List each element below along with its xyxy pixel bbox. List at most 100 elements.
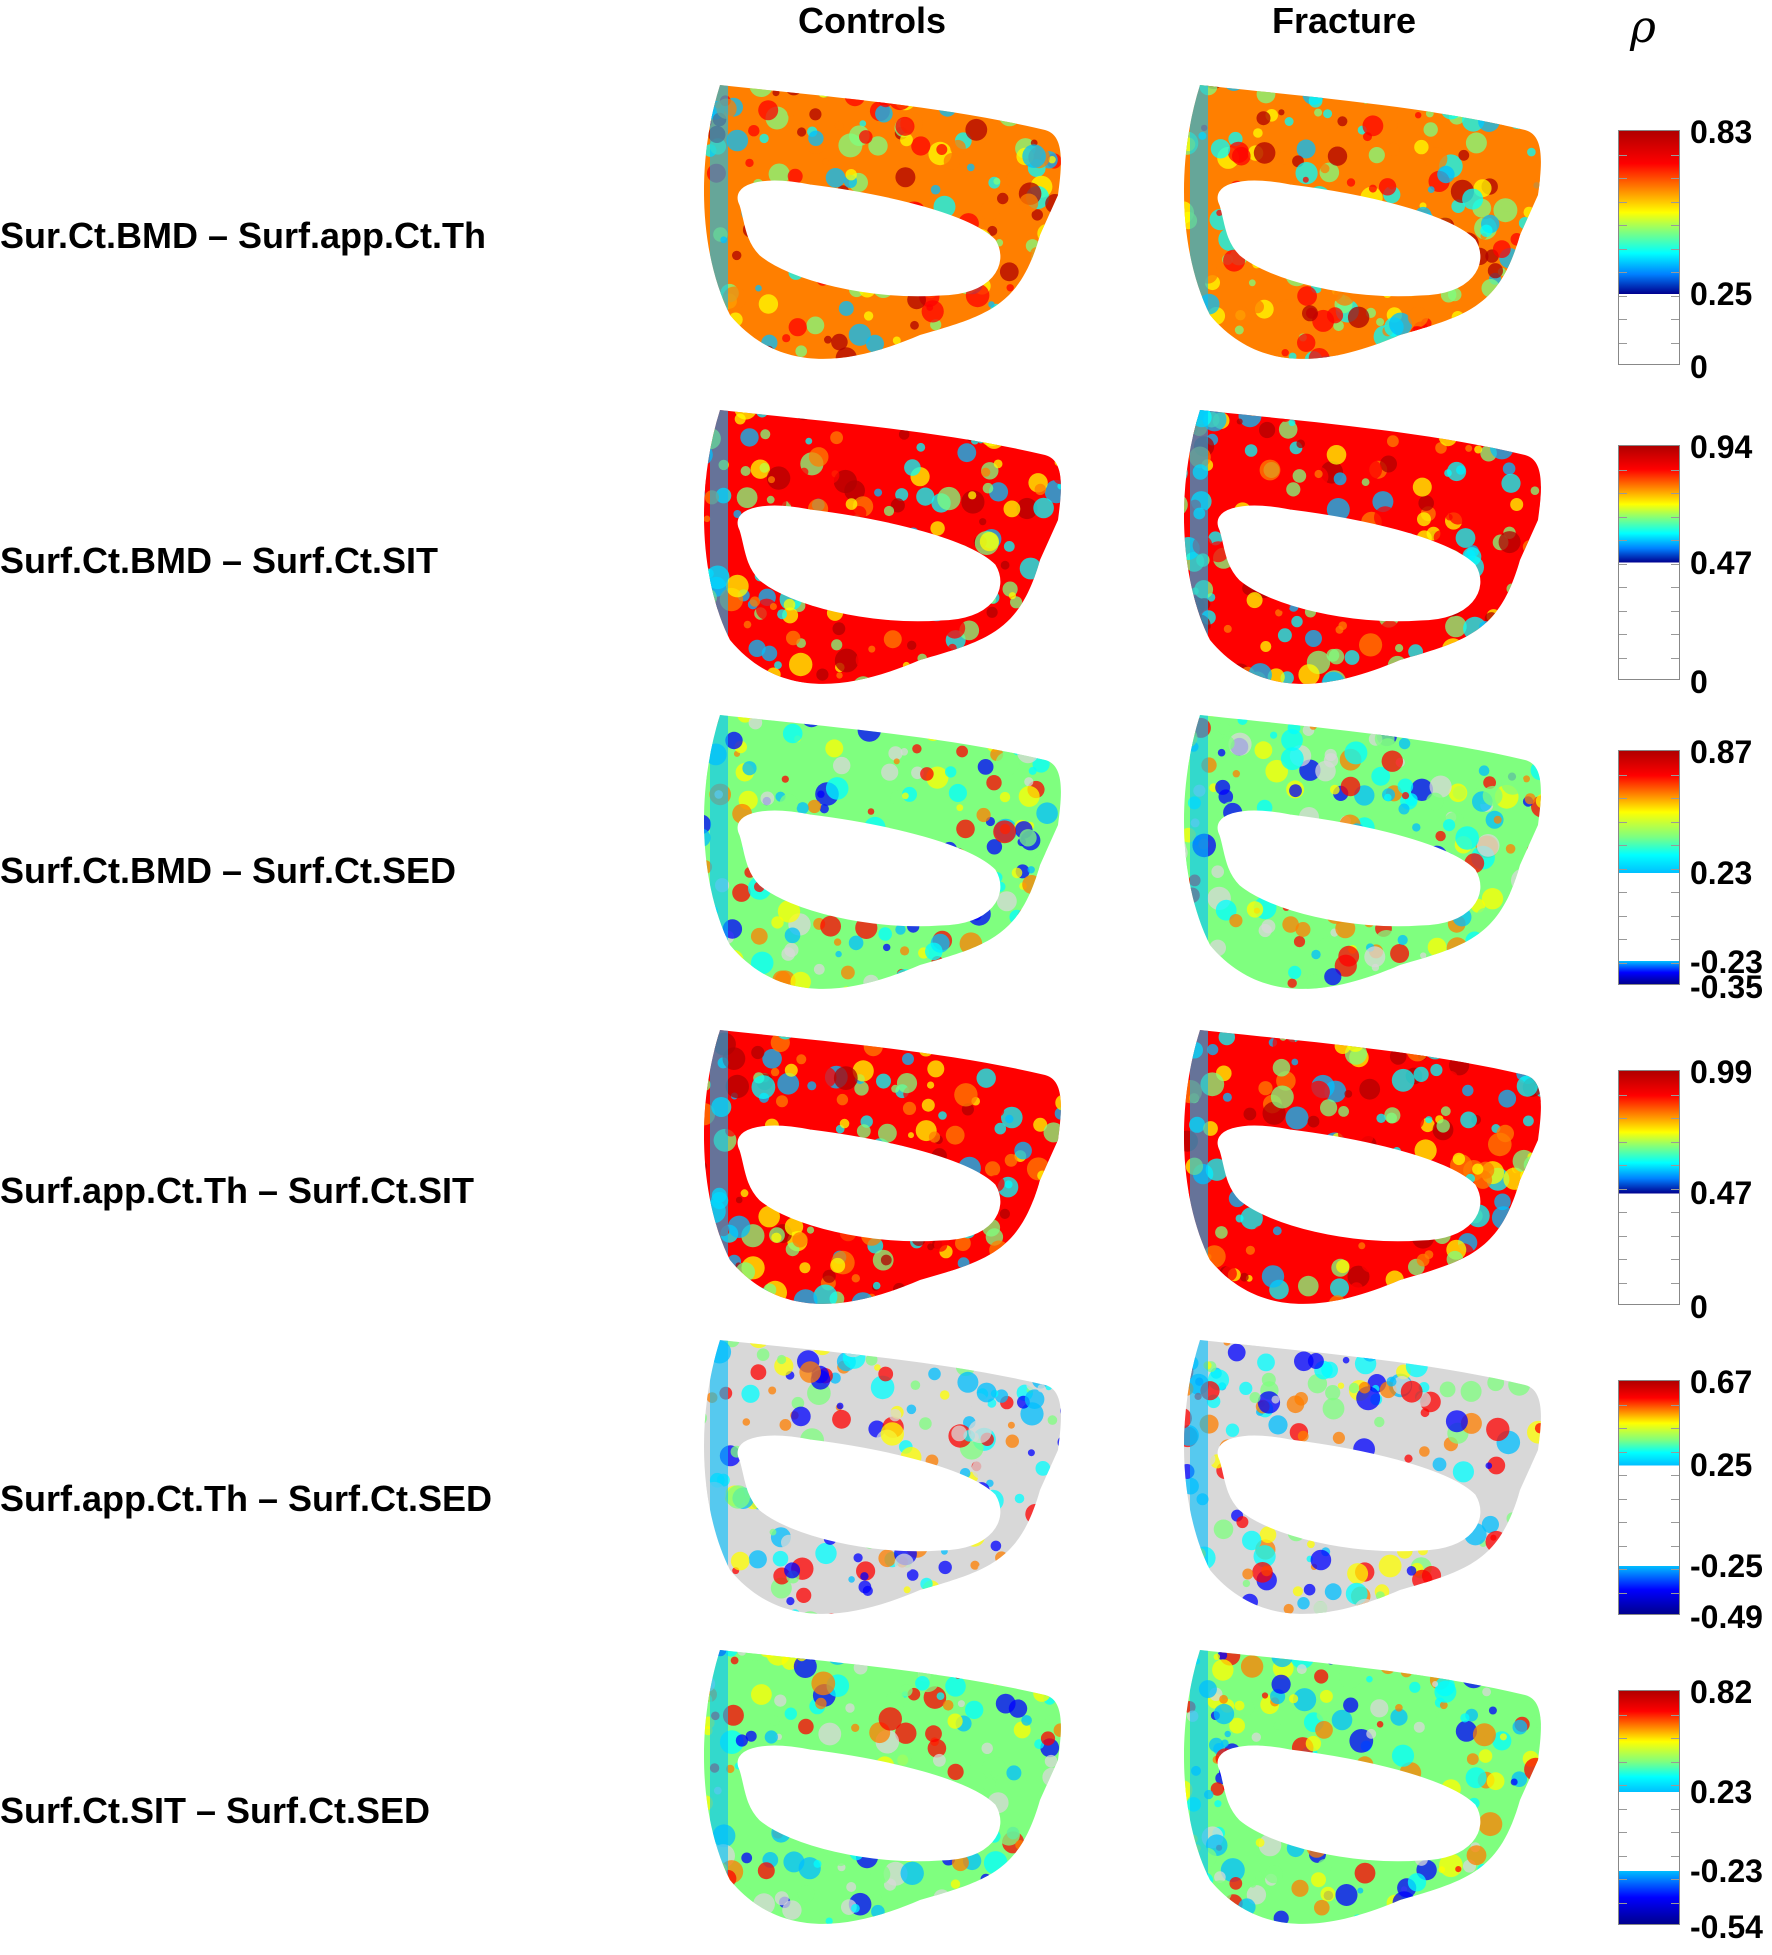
colorbar-tick-mark: [1671, 1832, 1679, 1833]
colorbar-tick-mark: [1671, 1475, 1679, 1476]
colorbar-tick-mark: [1619, 1451, 1627, 1453]
colorbar-3: [1618, 750, 1680, 985]
colorbar-tick-label: -0.23: [1690, 943, 1763, 980]
colorbar-tick-mark: [1619, 1188, 1627, 1190]
colorbar-tick-mark: [1671, 272, 1679, 273]
colorbar-tick-mark: [1619, 1714, 1627, 1716]
colorbar-tick-mark: [1671, 540, 1679, 541]
colorbar-tick-mark: [1671, 1428, 1679, 1429]
colorbar-tick-mark: [1671, 178, 1679, 179]
colorbar-tick-label: -0.23: [1690, 1853, 1763, 1890]
row-label-3: Surf.Ct.BMD – Surf.Ct.SED: [0, 850, 457, 891]
fracture-bone-map-3: [1183, 715, 1541, 989]
colorbar-tick-label: -0.49: [1690, 1599, 1763, 1635]
colorbar-tick-mark: [1619, 915, 1627, 917]
colorbar-tick-mark: [1619, 1855, 1627, 1857]
colorbar-tick-mark: [1671, 1714, 1679, 1716]
colorbar-symbol-rho: ρ: [1630, 2, 1656, 53]
colorbar-tick-label: -0.54: [1690, 1909, 1763, 1945]
colorbar-tick-label: 0: [1690, 664, 1708, 700]
colorbar-tick-mark: [1671, 1188, 1679, 1190]
controls-bone-map-3: [703, 715, 1061, 989]
colorbar-tick-mark: [1619, 1118, 1627, 1119]
colorbar-tick-mark: [1671, 1902, 1679, 1904]
colorbar-tick-label: 0.23: [1690, 1773, 1753, 1810]
colorbar-tick-mark: [1619, 563, 1627, 565]
colorbar-tick-mark: [1671, 319, 1679, 320]
colorbar-tick-mark: [1619, 634, 1627, 635]
colorbar-tick-mark: [1619, 1832, 1627, 1833]
colorbar-tick-mark: [1619, 1738, 1627, 1739]
colorbar-tick-label: 0.82: [1690, 1674, 1753, 1710]
colorbar-tick-mark: [1619, 201, 1627, 203]
column-header-controls: Controls: [798, 0, 946, 41]
colorbar-tick-mark: [1671, 1545, 1679, 1547]
colorbar-tick-mark: [1671, 1235, 1679, 1237]
colorbar-tick-mark: [1619, 1141, 1627, 1143]
row-label-1: Sur.Ct.BMD – Surf.app.Ct.Th: [0, 215, 486, 256]
colorbar-tick-mark: [1619, 493, 1627, 494]
fracture-bone-map-5: [1183, 1340, 1541, 1614]
row-label-6: Surf.Ct.SIT – Surf.Ct.SED: [0, 1790, 431, 1831]
colorbar-tick-mark: [1619, 1259, 1627, 1260]
colorbar-tick-mark: [1671, 1165, 1679, 1166]
colorbar-tick-mark: [1619, 1569, 1627, 1570]
controls-bone-map-4: [703, 1030, 1061, 1304]
colorbar-tick-mark: [1619, 1235, 1627, 1237]
colorbar-tick-mark: [1671, 1259, 1679, 1260]
colorbar-tick-mark: [1671, 821, 1679, 823]
colorbar-tick-mark: [1671, 516, 1679, 518]
colorbar-tick-mark: [1619, 295, 1627, 297]
colorbar-tick-mark: [1671, 962, 1679, 964]
colorbar-tick-mark: [1619, 1498, 1627, 1500]
controls-bone-map-5: [703, 1340, 1061, 1614]
colorbar-tick-mark: [1671, 1094, 1679, 1096]
colorbar-tick-mark: [1671, 915, 1679, 917]
colorbar-2: [1618, 445, 1680, 680]
colorbar-tick-label: 0.67: [1690, 1364, 1753, 1400]
colorbar-tick-mark: [1671, 610, 1679, 612]
colorbar-tick-mark: [1671, 774, 1679, 776]
colorbar-tick-mark: [1671, 563, 1679, 565]
colorbar-tick-mark: [1619, 845, 1627, 846]
colorbar-tick-mark: [1619, 939, 1627, 940]
colorbar-tick-mark: [1619, 1212, 1627, 1213]
colorbar-tick-mark: [1671, 1569, 1679, 1570]
colorbar-tick-label: 0.47: [1690, 544, 1753, 581]
colorbar-tick-mark: [1671, 295, 1679, 297]
colorbar-tick-mark: [1619, 1545, 1627, 1547]
controls-bone-map-2: [703, 410, 1061, 684]
colorbar-tick-mark: [1619, 587, 1627, 588]
colorbar-tick-mark: [1671, 1118, 1679, 1119]
row-label-4: Surf.app.Ct.Th – Surf.Ct.SIT: [0, 1170, 474, 1211]
column-header-fracture: Fracture: [1272, 0, 1417, 41]
colorbar-tick-mark: [1619, 892, 1627, 893]
colorbar-tick-mark: [1619, 178, 1627, 179]
colorbar-tick-mark: [1619, 1808, 1627, 1810]
colorbar-tick-mark: [1671, 657, 1679, 659]
colorbar-tick-mark: [1671, 1592, 1679, 1594]
colorbar-tick-label: -0.25: [1690, 1548, 1763, 1585]
colorbar-tick-mark: [1619, 1761, 1627, 1763]
colorbar-tick-mark: [1671, 225, 1679, 226]
colorbar-tick-mark: [1671, 1808, 1679, 1810]
colorbar-tick-mark: [1619, 774, 1627, 776]
colorbar-tick-mark: [1671, 1498, 1679, 1500]
colorbar-tick-mark: [1619, 1879, 1627, 1880]
colorbar-tick-mark: [1671, 201, 1679, 203]
colorbar-6: [1618, 1690, 1680, 1925]
colorbar-tick-mark: [1671, 248, 1679, 250]
colorbar-tick-mark: [1619, 1165, 1627, 1166]
fracture-bone-map-6: [1183, 1650, 1541, 1924]
colorbar-tick-mark: [1671, 868, 1679, 870]
colorbar-tick-mark: [1671, 1212, 1679, 1213]
colorbar-tick-mark: [1619, 342, 1627, 344]
row-label-2: Surf.Ct.BMD – Surf.Ct.SIT: [0, 540, 438, 581]
colorbar-tick-mark: [1671, 1141, 1679, 1143]
colorbar-tick-label: 0: [1690, 1289, 1708, 1325]
controls-bone-map-6: [703, 1650, 1061, 1924]
colorbar-tick-label: 0.83: [1690, 114, 1753, 150]
colorbar-tick-mark: [1671, 845, 1679, 846]
colorbar-tick-mark: [1671, 154, 1679, 156]
colorbar-tick-mark: [1619, 1592, 1627, 1594]
